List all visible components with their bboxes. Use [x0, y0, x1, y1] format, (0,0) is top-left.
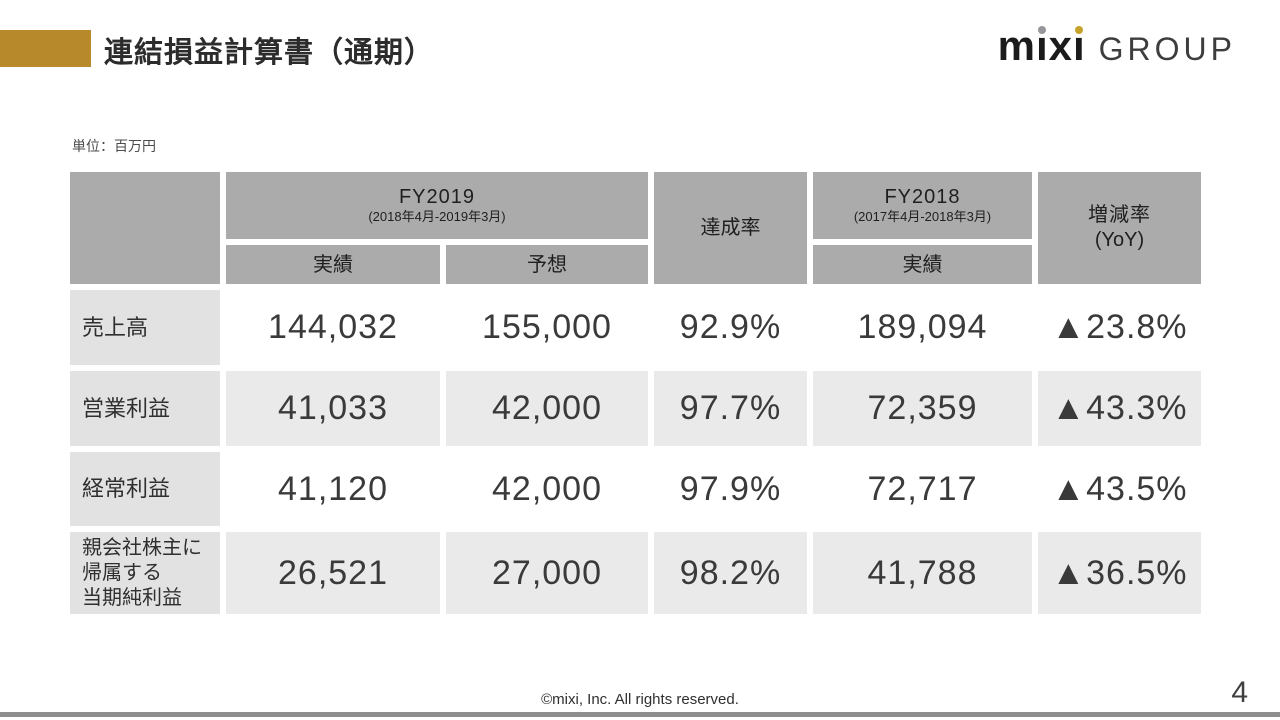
ordinary-income-fy2018-actual: 72,717	[867, 469, 978, 508]
net-income-fy2019-actual: 26,521	[226, 532, 440, 614]
operating-income-fy2019-forecast: 42,000	[446, 371, 648, 446]
revenue-achievement: 92.9%	[679, 308, 782, 346]
header-achievement-rate: 達成率	[654, 172, 807, 284]
operating-income-yoy: ▲43.3%	[1038, 371, 1201, 446]
footer-bar	[0, 712, 1280, 717]
revenue-fy2019-forecast: 155,000	[482, 308, 612, 346]
operating-income-fy2018-actual: 72,359	[813, 371, 1032, 446]
header-fy2019: FY2019 (2018年4月-2019年3月)	[226, 172, 648, 239]
header-blank-cell	[70, 172, 220, 284]
header-fy2019-forecast: 予想	[446, 245, 648, 284]
ordinary-income-fy2019-actual: 41,120	[278, 469, 388, 508]
header-yoy-sub: (YoY)	[1094, 228, 1145, 251]
unit-label: 単位：百万円	[72, 138, 156, 154]
net-income-yoy: ▲36.5%	[1038, 532, 1201, 614]
ordinary-income-achievement: 97.9%	[679, 469, 782, 508]
header-fy2019-period: (2018年4月-2019年3月)	[368, 209, 506, 225]
page-number: 4	[1231, 676, 1248, 709]
title-accent-bar	[0, 30, 91, 67]
logo-dot-gray-icon	[1038, 26, 1047, 34]
operating-income-achievement: 97.7%	[654, 371, 807, 446]
row-label-ordinary-income: 経常利益	[70, 452, 220, 526]
ordinary-income-fy2019-forecast: 42,000	[492, 469, 602, 508]
net-income-achievement: 98.2%	[654, 532, 807, 614]
net-income-fy2019-forecast: 27,000	[446, 532, 648, 614]
net-income-fy2018-actual: 41,788	[813, 532, 1032, 614]
logo-letter-i2: ı	[1072, 22, 1086, 69]
row-label-operating-income: 営業利益	[70, 371, 220, 446]
logo-suffix-group: GROUP	[1098, 31, 1236, 67]
operating-income-fy2019-actual: 41,033	[226, 371, 440, 446]
logo-letter-x: x	[1048, 22, 1073, 69]
revenue-yoy: ▲23.8%	[1051, 308, 1188, 346]
ordinary-income-yoy: ▲43.5%	[1051, 469, 1188, 508]
logo-letter-i1: ı	[1035, 22, 1049, 69]
header-yoy-label: 増減率	[1088, 203, 1151, 226]
header-fy2018: FY2018 (2017年4月-2018年3月)	[813, 172, 1032, 239]
header-fy2018-period: (2017年4月-2018年3月)	[853, 209, 992, 225]
header-fy2018-label: FY2018	[884, 186, 961, 209]
income-statement-table: FY2019 (2018年4月-2019年3月) 実績 予想 達成率 FY201…	[70, 172, 1201, 614]
revenue-fy2019-actual: 144,032	[268, 308, 398, 346]
row-label-revenue: 売上高	[70, 290, 220, 365]
copyright-text: ©mixi, Inc. All rights reserved.	[541, 691, 739, 708]
header-fy2019-actual: 実績	[226, 245, 440, 284]
header-yoy-change: 増減率 (YoY)	[1038, 172, 1201, 284]
header-fy2018-actual: 実績	[813, 245, 1032, 284]
row-label-net-income: 親会社株主に 帰属する 当期純利益	[70, 532, 220, 614]
header-fy2019-label: FY2019	[398, 186, 476, 209]
logo-letter-m: m	[997, 22, 1036, 69]
logo-dot-gold-icon	[1075, 26, 1084, 34]
revenue-fy2018-actual: 189,094	[857, 308, 988, 346]
page-title: 連結損益計算書（通期）	[104, 37, 435, 69]
